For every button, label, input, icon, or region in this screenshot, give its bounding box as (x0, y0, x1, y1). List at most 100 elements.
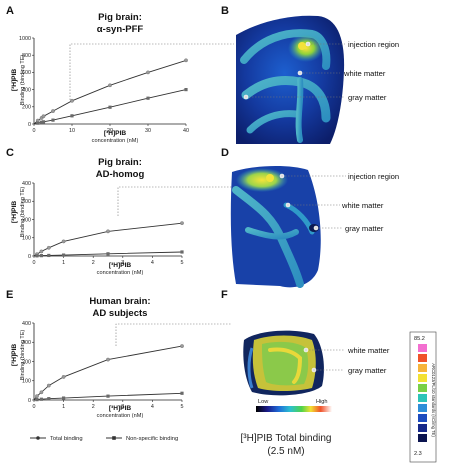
chart-a-nonspecific-point (36, 121, 40, 125)
chart-c-title-line1: Pig brain: (98, 157, 142, 168)
chart-e-y-tick-label: 300 (22, 340, 31, 346)
scale-low-label: Low (258, 399, 269, 405)
chart-c-nonspecific-point (106, 252, 110, 256)
chart-e-nonspecific-point (62, 396, 66, 400)
chart-a-x-tick-label: 0 (33, 128, 36, 134)
chart-e-total-point (106, 357, 110, 362)
d-label-gray: gray matter (345, 224, 384, 233)
chart-e-series-total-line (33, 345, 183, 401)
chart-a-x-tick-label: 10 (69, 128, 75, 134)
connector-c-to-d (117, 186, 232, 216)
chart-e-title-line2: AD subjects (93, 308, 148, 319)
chart-a-total-point (41, 114, 46, 119)
chart-c-y-tick-label: 0 (28, 254, 31, 260)
chart-e-y-tick-label: 200 (22, 359, 31, 365)
chart-a-y-tick-label: 0 (28, 122, 31, 128)
chart-c-nonspecific-point (180, 250, 184, 254)
chart-e-nonspecific-point (39, 397, 43, 401)
autoradiograph-f (243, 330, 324, 396)
chart-c-y-tick-label: 200 (22, 217, 31, 223)
chart-e-total-point (39, 390, 44, 395)
chart-e-total-point (46, 383, 51, 388)
chart-c-x-tick-label: 4 (151, 260, 154, 266)
chart-c-x-tick-label: 2 (92, 260, 95, 266)
chart-a-total-point (146, 70, 150, 75)
chart-c-xlabel-top: [³H]PIB (109, 262, 132, 269)
chart-e-ylabel-top: [³H]PIB (11, 344, 18, 367)
chart-a-nonspecific-point (108, 105, 112, 109)
chart-a-ylabel-bottom: Binding (binding TE) (20, 55, 26, 106)
chart-a-x-tick-label: 40 (183, 128, 189, 134)
chart-e-total-point (61, 375, 66, 379)
chart-a-nonspecific-point (41, 120, 46, 124)
chart-e-y-tick-label: 100 (22, 379, 31, 385)
chart-a-x-tick-label: 30 (145, 128, 151, 134)
chart-c-nonspecific-point (39, 254, 43, 258)
chart-a-y-tick-label: 400 (22, 87, 31, 93)
chart-e-title-line1: Human brain: (89, 296, 150, 307)
chart-c-total-point (46, 245, 51, 250)
b-label-injection: injection region (348, 40, 399, 49)
chart-a-total-point (70, 98, 74, 103)
connector-a-to-b (69, 43, 234, 100)
chart-a-y-tick-label: 1000 (19, 36, 31, 42)
chart-e-x-tick-label: 2 (92, 404, 95, 410)
panel-label-f: F (221, 289, 228, 301)
caption-line2: (2.5 nM) (267, 446, 304, 457)
chart-c-nonspecific-point (62, 253, 66, 257)
b-label-gray: gray matter (348, 93, 387, 102)
chart-e-nonspecific-point (47, 397, 51, 401)
chart-a-y-tick-label: 600 (22, 70, 31, 76)
chart-e-y-tick-label: 0 (28, 398, 31, 404)
chart-c-ylabel-top: [³H]PIB (11, 201, 18, 224)
chart-e-x-tick-label: 0 (33, 404, 36, 410)
chart-c-nonspecific-point (47, 253, 51, 258)
chart-e-x-tick-label: 5 (181, 404, 184, 410)
panel-label-e: E (6, 289, 13, 301)
chart-c: 0 1 2 3 4 5 0 100 200 300 400 (22, 181, 184, 266)
intensity-scale: Low High (256, 399, 332, 412)
chart-e-xlabel-bottom: concentration (nM) (97, 413, 144, 419)
chart-e-total-point (180, 344, 184, 348)
f-label-white: white matter (347, 346, 390, 355)
chart-c-ylabel-bottom: Binding (binding TE) (20, 187, 26, 238)
chart-c-xlabel-bottom: concentration (nM) (97, 270, 144, 276)
chart-c-title-line2: AD-homog (96, 169, 145, 180)
colorbar-min: 2.3 (414, 451, 422, 457)
chart-c-total-point (180, 221, 184, 225)
chart-e-nonspecific-point (35, 398, 39, 402)
chart-a-title-line2: α-syn-PFF (97, 24, 144, 35)
standards-colorbar: 85.2 2.3 ARC0123/PL/10 standards (nCi/mg… (409, 331, 437, 463)
chart-a-total-point (108, 83, 112, 88)
chart-a-total-point (184, 58, 188, 63)
chart-e-ylabel: [³H]PIB Binding (binding TE) (11, 330, 26, 381)
chart-c-x-tick-label: 5 (181, 260, 184, 266)
chart-c-x-tick-label: 3 (121, 260, 124, 266)
d-label-injection: injection region (348, 172, 399, 181)
chart-a-y-tick-label: 800 (22, 53, 31, 59)
chart-a-series-total-line (33, 59, 187, 125)
chart-e-x-tick-label: 1 (62, 404, 65, 410)
chart-a-y-tick-label: 200 (22, 105, 31, 111)
chart-e-y-tick-label: 400 (22, 321, 31, 327)
chart-a-nonspecific-point (146, 96, 150, 100)
autoradiograph-d (230, 166, 321, 288)
legend-ns-label: Non-specific binding (126, 436, 178, 442)
colorbar-max: 85.2 (414, 336, 425, 342)
chart-e-nonspecific-point (106, 394, 110, 398)
chart-c-total-point (61, 239, 66, 244)
chart-c-y-tick-label: 400 (22, 181, 31, 187)
colorbar-label: ARC0123/PL/10 standards (nCi/mg TE) (431, 363, 436, 437)
chart-a-x-tick-label: 20 (107, 128, 113, 134)
chart-a-title-line1: Pig brain: (98, 12, 142, 23)
chart-c-total-point (106, 229, 110, 234)
chart-c-total-point (39, 249, 44, 254)
panel-label-a: A (6, 5, 14, 17)
chart-c-y-tick-label: 300 (22, 199, 31, 205)
chart-e-total-point (35, 394, 39, 398)
intensity-scale-bar (256, 406, 332, 412)
chart-a-nonspecific-point (40, 120, 44, 124)
chart-c-nonspecific-point (35, 254, 39, 258)
